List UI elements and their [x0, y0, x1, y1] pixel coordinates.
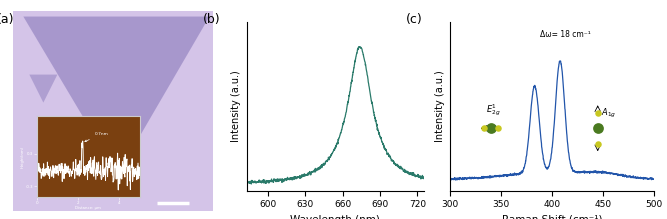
Text: (a): (a) — [0, 12, 15, 26]
FancyBboxPatch shape — [13, 11, 213, 211]
Polygon shape — [29, 75, 57, 102]
Polygon shape — [23, 17, 209, 175]
Y-axis label: Height(nm): Height(nm) — [20, 145, 24, 168]
Text: $A_{1g}$: $A_{1g}$ — [601, 107, 616, 120]
Text: (b): (b) — [203, 14, 220, 26]
Y-axis label: Intensity (a.u.): Intensity (a.u.) — [435, 70, 445, 142]
Text: Δω= 18 cm⁻¹: Δω= 18 cm⁻¹ — [540, 30, 590, 39]
Point — [493, 127, 504, 130]
Point — [592, 111, 603, 115]
Text: 0.7nm: 0.7nm — [85, 132, 108, 142]
X-axis label: Raman Shift (cm⁻¹): Raman Shift (cm⁻¹) — [502, 215, 602, 219]
Point — [478, 127, 489, 130]
Text: (c): (c) — [406, 14, 422, 26]
X-axis label: Wavelength (nm): Wavelength (nm) — [290, 215, 380, 219]
Point — [592, 142, 603, 146]
Y-axis label: Intensity (a.u.): Intensity (a.u.) — [231, 70, 241, 142]
Point — [592, 127, 603, 130]
X-axis label: Distance: μm: Distance: μm — [75, 206, 101, 210]
Point — [486, 127, 496, 130]
Text: $E^1_{2g}$: $E^1_{2g}$ — [486, 103, 500, 118]
